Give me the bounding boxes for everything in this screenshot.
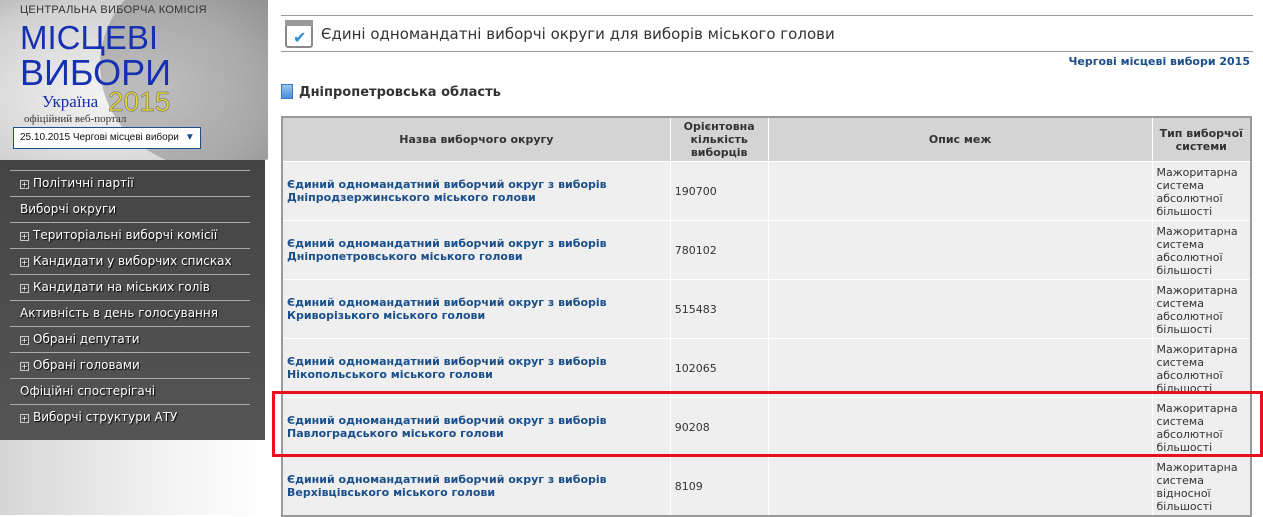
cell-system: Мажоритарна система абсолютної більшості	[1151, 161, 1252, 221]
district-link[interactable]: Єдиний одномандатний виборчий округ з ви…	[287, 178, 607, 204]
cell-bounds	[767, 161, 1153, 221]
logo-title-2: вибори	[20, 52, 171, 93]
table-row: Єдиний одномандатний виборчий округ з ви…	[281, 220, 1252, 280]
sidebar-item[interactable]: + Обрані депутати	[10, 326, 250, 352]
sidebar-item[interactable]: Виборчі округи	[10, 196, 250, 222]
sidebar-item-label: Кандидати у виборчих списках	[33, 254, 232, 268]
cell-voters: 8109	[669, 456, 769, 517]
table-row: Єдиний одномандатний виборчий округ з ви…	[281, 456, 1252, 517]
left-panel: Центральна виборча комісія Місцеві вибор…	[0, 0, 268, 515]
cell-bounds	[767, 338, 1153, 398]
cell-name: Єдиний одномандатний виборчий округ з ви…	[281, 397, 671, 457]
region-heading: Дніпропетровська область	[281, 84, 501, 100]
sidebar-item[interactable]: Офіційні спостерігачі	[10, 378, 250, 404]
header-bounds: Опис меж	[767, 116, 1153, 162]
district-link[interactable]: Єдиний одномандатний виборчий округ з ви…	[287, 414, 607, 440]
expand-icon[interactable]: +	[20, 180, 29, 189]
sidebar-item[interactable]: Активність в день голосування	[10, 300, 250, 326]
sidebar-item-label: Активність в день голосування	[20, 306, 218, 320]
sidebar-item[interactable]: + Кандидати на міських голів	[10, 274, 250, 300]
cell-system: Мажоритарна система абсолютної більшості	[1151, 338, 1252, 398]
district-link[interactable]: Єдиний одномандатний виборчий округ з ви…	[287, 355, 607, 381]
expand-icon[interactable]: +	[20, 258, 29, 267]
cell-name: Єдиний одномандатний виборчий округ з ви…	[281, 338, 671, 398]
sidebar-item-label: Територіальні виборчі комісії	[33, 228, 218, 242]
election-select[interactable]: 25.10.2015 Чергові місцеві вибори ▼	[13, 127, 201, 149]
cvk-label: Центральна виборча комісія	[20, 4, 207, 16]
region-title: Дніпропетровська область	[299, 85, 501, 100]
district-link[interactable]: Єдиний одномандатний виборчий округ з ви…	[287, 237, 607, 263]
cell-system: Мажоритарна система абсолютної більшості	[1151, 279, 1252, 339]
sidebar-item-label: Обрані головами	[33, 358, 140, 372]
document-icon	[281, 84, 293, 99]
districts-table: Назва виборчого округу Орієнтовна кількі…	[281, 116, 1252, 517]
chevron-down-icon: ▼	[184, 132, 195, 143]
cell-voters: 90208	[669, 397, 769, 457]
logo-year: 2015	[108, 86, 171, 117]
cell-name: Єдиний одномандатний виборчий округ з ви…	[281, 279, 671, 339]
cell-system: Мажоритарна система абсолютної більшості	[1151, 220, 1252, 280]
expand-icon[interactable]: +	[20, 414, 29, 423]
election-link[interactable]: Чергові місцеві вибори 2015	[1068, 55, 1250, 68]
cell-bounds	[767, 279, 1153, 339]
table-row: Єдиний одномандатний виборчий округ з ви…	[281, 279, 1252, 339]
cell-bounds	[767, 220, 1153, 280]
logo-country: Україна	[42, 92, 99, 111]
cell-name: Єдиний одномандатний виборчий округ з ви…	[281, 220, 671, 280]
header-system: Тип виборчої системи	[1151, 116, 1252, 162]
expand-icon[interactable]: +	[20, 232, 29, 241]
table-header-row: Назва виборчого округу Орієнтовна кількі…	[281, 116, 1252, 162]
title-bar: ✔ Єдині одномандатні виборчі округи для …	[281, 15, 1253, 52]
expand-icon[interactable]: +	[20, 284, 29, 293]
cell-system: Мажоритарна система відносної більшості	[1151, 456, 1252, 517]
sidebar-item-label: Політичні партії	[33, 176, 134, 190]
cell-voters: 102065	[669, 338, 769, 398]
table-row: Єдиний одномандатний виборчий округ з ви…	[281, 397, 1252, 457]
table-row: Єдиний одномандатний виборчий округ з ви…	[281, 338, 1252, 398]
cell-voters: 190700	[669, 161, 769, 221]
portal-label: офіційний веб-портал	[24, 113, 127, 125]
election-select-value: 25.10.2015 Чергові місцеві вибори	[20, 132, 179, 143]
table-row: Єдиний одномандатний виборчий округ з ви…	[281, 161, 1252, 221]
cell-system: Мажоритарна система абсолютної більшості	[1151, 397, 1252, 457]
sidebar-menu: + Політичні партії Виборчі округи + Територі…	[0, 160, 265, 440]
sidebar-item[interactable]: + Територіальні виборчі комісії	[10, 222, 250, 248]
cell-voters: 780102	[669, 220, 769, 280]
sidebar-item-label: Виборчі структури АТУ	[33, 410, 178, 424]
header-name: Назва виборчого округу	[281, 116, 671, 162]
logo-title-1: Місцеві	[20, 19, 159, 56]
cell-bounds	[767, 397, 1153, 457]
expand-icon[interactable]: +	[20, 336, 29, 345]
sidebar-item-label: Обрані депутати	[33, 332, 140, 346]
cell-name: Єдиний одномандатний виборчий округ з ви…	[281, 456, 671, 517]
expand-icon[interactable]: +	[20, 362, 29, 371]
sidebar-item[interactable]: + Виборчі структури АТУ	[10, 404, 250, 430]
sidebar-item[interactable]: + Обрані головами	[10, 352, 250, 378]
district-link[interactable]: Єдиний одномандатний виборчий округ з ви…	[287, 296, 607, 322]
sidebar-item-label: Кандидати на міських голів	[33, 280, 210, 294]
cell-name: Єдиний одномандатний виборчий округ з ви…	[281, 161, 671, 221]
sidebar-item-label: Офіційні спостерігачі	[20, 384, 156, 398]
cell-bounds	[767, 456, 1153, 517]
site-banner[interactable]: Центральна виборча комісія Місцеві вибор…	[0, 0, 268, 160]
cell-voters: 515483	[669, 279, 769, 339]
sidebar-item-label: Виборчі округи	[20, 202, 117, 216]
sidebar-item[interactable]: + Кандидати у виборчих списках	[10, 248, 250, 274]
header-voters: Орієнтовна кількість виборців	[669, 116, 769, 162]
district-link[interactable]: Єдиний одномандатний виборчий округ з ви…	[287, 473, 607, 499]
calendar-check-icon: ✔	[285, 20, 313, 48]
page-title: Єдині одномандатні виборчі округи для ви…	[321, 25, 835, 43]
sidebar-item[interactable]: + Політичні партії	[10, 170, 250, 196]
